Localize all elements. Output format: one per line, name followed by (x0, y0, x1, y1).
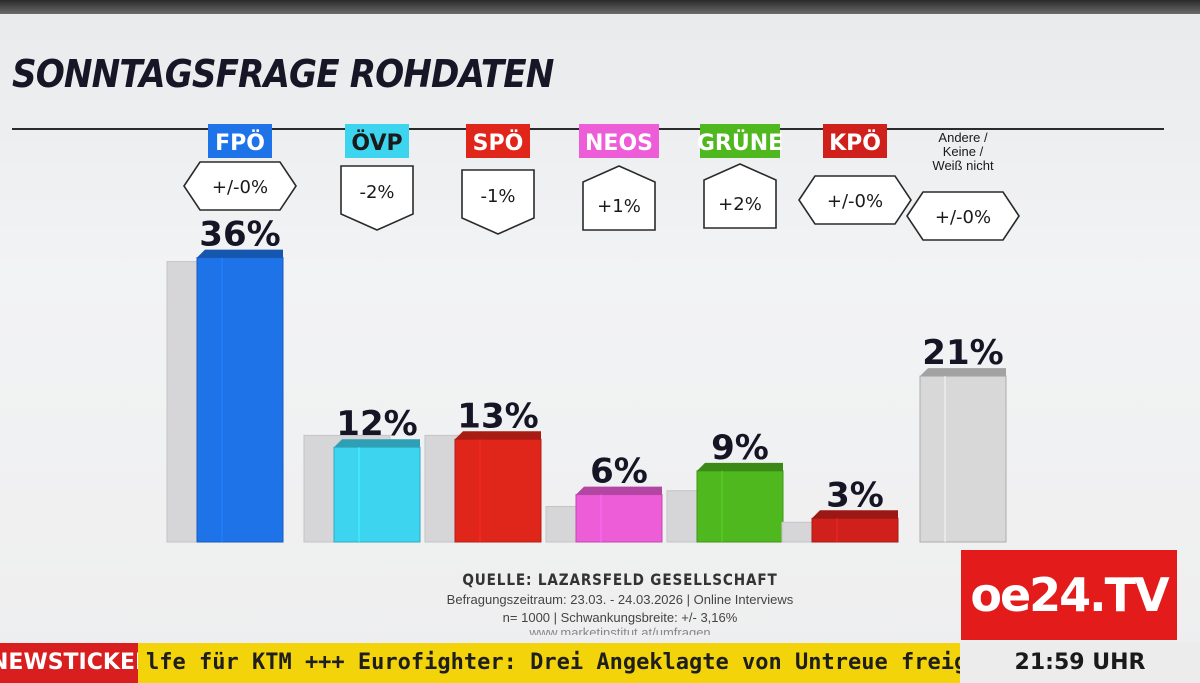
source-block: QUELLE: LAZARSFELD GESELLSCHAFT Befragun… (380, 570, 860, 635)
party-name: ÖVP (351, 130, 402, 156)
bar-5 (696, 470, 784, 543)
bar-top-face (920, 368, 1006, 377)
bar-3 (454, 438, 542, 543)
value-label: 9% (711, 428, 769, 468)
change-indicator-down (461, 169, 535, 235)
change-value: +2% (718, 194, 762, 215)
party-badge (579, 124, 659, 158)
change-indicator-neutral (906, 191, 1020, 241)
bar-7 (919, 375, 1007, 543)
bar-top-face (197, 249, 283, 258)
value-label: 3% (826, 475, 884, 515)
bar-highlight (836, 518, 838, 542)
ticker-text: lfe für KTM +++ Eurofighter: Drei Angekl… (146, 650, 960, 675)
ticker-label: NEWSTICKER (0, 643, 138, 683)
change-indicator-neutral (798, 175, 912, 225)
party-badge (700, 124, 780, 158)
bar-4 (575, 494, 663, 543)
clock: 21:59 UHR (960, 643, 1200, 683)
party-name: KPÖ (829, 130, 881, 156)
change-indicator-neutral (183, 161, 297, 211)
change-value: +/-0% (935, 207, 991, 228)
bar-1 (196, 257, 284, 543)
value-label: 36% (199, 215, 280, 255)
bar-highlight (721, 470, 723, 542)
bar-highlight (479, 439, 481, 542)
screen-top-edge (0, 0, 1200, 14)
bar-2 (333, 446, 421, 543)
bar-highlight (944, 376, 946, 542)
source-sample: n= 1000 | Schwankungsbreite: +/- 3,16% (502, 610, 738, 625)
bar-top-face (697, 462, 783, 471)
change-indicator-up (703, 163, 777, 229)
source-heading: QUELLE: LAZARSFELD GESELLSCHAFT (462, 570, 778, 589)
change-value: +1% (597, 196, 641, 217)
party-name: GRÜNE (697, 130, 783, 156)
value-label: 21% (922, 333, 1003, 373)
source-url: www.marketinstitut.at/umfragen (529, 627, 711, 635)
oe24-logo: oe24.TV (961, 550, 1177, 640)
party-badge (345, 124, 409, 158)
party-badge (208, 124, 272, 158)
change-value: +/-0% (827, 191, 883, 212)
other-category-label: Keine / (943, 144, 984, 159)
value-label: 13% (457, 396, 538, 436)
change-value: +/-0% (212, 177, 268, 198)
value-label: 12% (336, 404, 417, 444)
logo-text: oe24.TV (970, 568, 1169, 622)
party-badge (466, 124, 530, 158)
news-ticker: NEWSTICKER lfe für KTM +++ Eurofighter: … (0, 643, 960, 683)
change-value: -1% (480, 186, 515, 207)
bar-top-face (812, 510, 898, 519)
party-badge (823, 124, 887, 158)
bar-top-face (576, 486, 662, 495)
bar-top-face (334, 439, 420, 448)
bar-highlight (600, 494, 602, 542)
party-name: FPÖ (215, 130, 265, 156)
change-value: -2% (359, 182, 394, 203)
party-name: SPÖ (473, 130, 524, 156)
change-indicator-up (582, 165, 656, 231)
party-name: NEOS (585, 131, 653, 156)
other-category-label: Weiß nicht (932, 158, 994, 173)
bar-6 (811, 517, 899, 543)
change-indicator-down (340, 165, 414, 231)
value-label: 6% (590, 452, 648, 492)
bar-highlight (221, 257, 223, 542)
bar-highlight (358, 447, 360, 542)
other-category-label: Andere / (938, 130, 988, 145)
chart-title: SONNTAGSFRAGE ROHDATEN (12, 52, 554, 96)
source-period: Befragungszeitraum: 23.03. - 24.03.2026 … (446, 592, 794, 607)
bar-top-face (455, 431, 541, 440)
